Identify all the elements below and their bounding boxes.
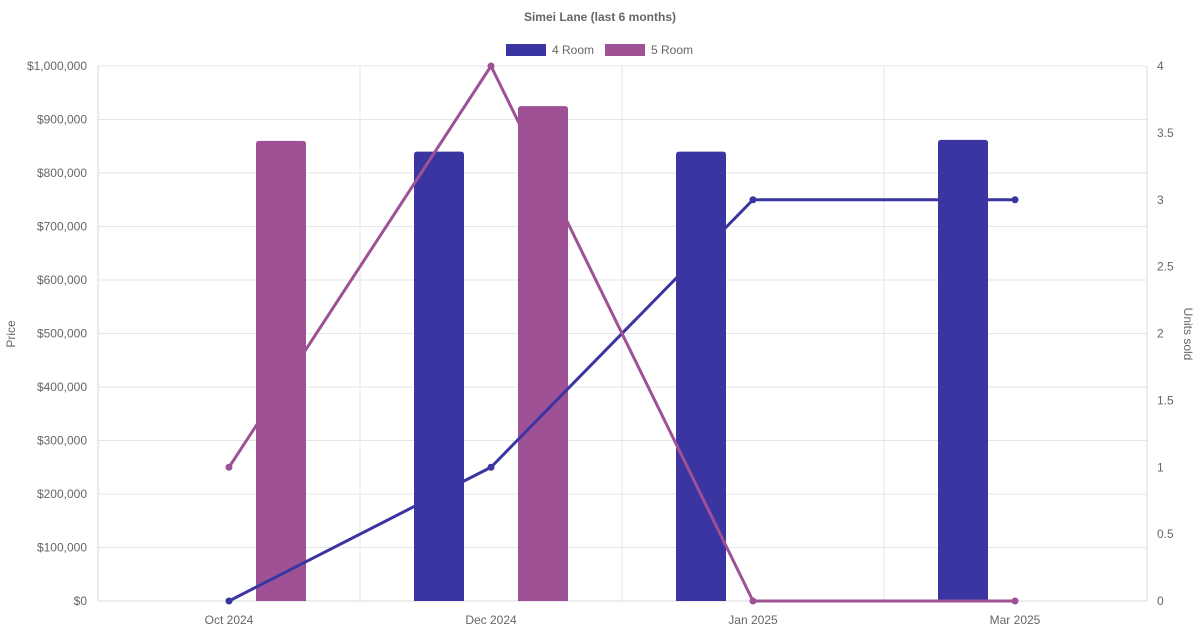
- point-5-room-1[interactable]: [487, 62, 495, 70]
- lines: [227, 64, 1017, 603]
- y2-tick-label: 4: [1157, 59, 1164, 73]
- x-axis-ticks: Oct 2024 Dec 2024 Jan 2025 Mar 2025: [205, 613, 1041, 627]
- y-tick-label: $0: [74, 594, 88, 608]
- y-axis-ticks: $0 $100,000 $200,000 $300,000 $400,000 $500,0…: [27, 59, 87, 608]
- y-tick-label: $400,000: [37, 380, 87, 394]
- x-tick-label: Mar 2025: [990, 613, 1041, 627]
- y2-tick-label: 0.5: [1157, 527, 1174, 541]
- y-tick-label: $200,000: [37, 487, 87, 501]
- y2-tick-label: 3.5: [1157, 126, 1174, 140]
- legend-label-5-room[interactable]: 5 Room: [651, 43, 693, 57]
- chart-title: Simei Lane (last 6 months): [524, 10, 676, 24]
- y2-axis-title: Units sold: [1181, 308, 1195, 361]
- y-tick-label: $1,000,000: [27, 59, 87, 73]
- point-4-room-2[interactable]: [749, 196, 757, 204]
- y-tick-label: $600,000: [37, 273, 87, 287]
- point-4-room-3[interactable]: [1011, 196, 1019, 204]
- legend-swatch-5-room[interactable]: [605, 44, 645, 56]
- bar-5-room-2[interactable]: [518, 106, 568, 601]
- bar-4-room-4[interactable]: [938, 139, 988, 601]
- line-series-5-room[interactable]: [227, 64, 1017, 603]
- bar-4-room-1[interactable]: [414, 151, 464, 601]
- point-5-room-2[interactable]: [749, 597, 757, 605]
- y-tick-label: $800,000: [37, 166, 87, 180]
- y2-axis-ticks: 0 0.5 1 1.5 2 2.5 3 3.5 4: [1157, 59, 1174, 608]
- x-tick-label: Dec 2024: [465, 613, 517, 627]
- y-tick-label: $100,000: [37, 541, 87, 555]
- point-4-room-0[interactable]: [225, 597, 233, 605]
- bar-5-room-0[interactable]: [256, 140, 306, 601]
- y-axis-title: Price: [4, 320, 18, 348]
- y-tick-label: $700,000: [37, 220, 87, 234]
- y2-tick-label: 1.5: [1157, 393, 1174, 407]
- legend-swatch-4-room[interactable]: [506, 44, 546, 56]
- y-tick-label: $500,000: [37, 327, 87, 341]
- x-tick-label: Oct 2024: [205, 613, 254, 627]
- y2-tick-label: 2.5: [1157, 260, 1174, 274]
- y2-tick-label: 3: [1157, 193, 1164, 207]
- y2-tick-label: 1: [1157, 460, 1164, 474]
- y-tick-label: $300,000: [37, 434, 87, 448]
- point-5-room-0[interactable]: [225, 463, 233, 471]
- y-tick-label: $900,000: [37, 113, 87, 127]
- line-points: [225, 62, 1019, 605]
- point-4-room-1[interactable]: [487, 463, 495, 471]
- y2-tick-label: 2: [1157, 327, 1164, 341]
- legend-label-4-room[interactable]: 4 Room: [552, 43, 594, 57]
- x-tick-label: Jan 2025: [728, 613, 778, 627]
- point-5-room-3[interactable]: [1011, 597, 1019, 605]
- legend[interactable]: 4 Room 5 Room: [506, 43, 693, 57]
- y2-tick-label: 0: [1157, 594, 1164, 608]
